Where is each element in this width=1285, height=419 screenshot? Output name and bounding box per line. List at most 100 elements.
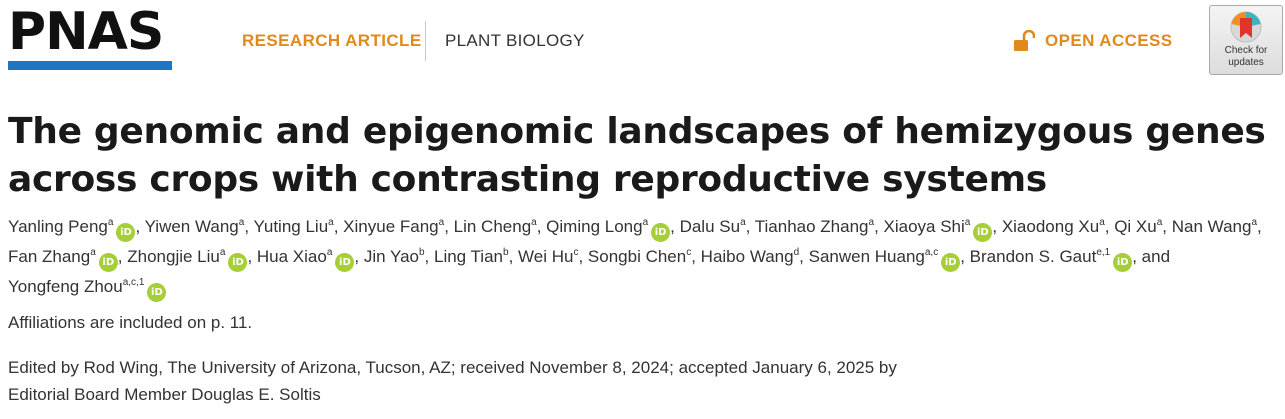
author-item: Yongfeng Zhoua,c,1iD bbox=[8, 277, 167, 302]
author-name[interactable]: Xinyue Fang bbox=[343, 217, 439, 236]
author-separator: , bbox=[1162, 217, 1172, 236]
orcid-icon[interactable]: iD bbox=[116, 223, 136, 242]
author-affiliation-sup: a bbox=[531, 217, 537, 228]
author-name[interactable]: Jin Yao bbox=[363, 247, 419, 266]
edited-line-1: Edited by Rod Wing, The University of Ar… bbox=[8, 358, 897, 377]
author-item: Qi Xua bbox=[1114, 217, 1162, 236]
author-separator: , bbox=[960, 247, 970, 266]
author-affiliation-sup: a bbox=[438, 217, 445, 228]
author-separator: , bbox=[247, 247, 257, 266]
author-separator: , bbox=[424, 247, 434, 266]
author-item: Xinyue Fanga bbox=[343, 217, 444, 236]
author-name[interactable]: Yongfeng Zhou bbox=[8, 277, 123, 296]
author-item: Xiaoya ShiaiD bbox=[883, 217, 993, 242]
orcid-icon[interactable]: iD bbox=[147, 283, 167, 302]
author-name[interactable]: Yiwen Wang bbox=[144, 217, 239, 236]
author-name[interactable]: Xiaodong Xu bbox=[1001, 217, 1100, 236]
orcid-icon[interactable]: iD bbox=[335, 253, 355, 272]
author-affiliation-sup: a bbox=[964, 217, 971, 228]
author-item: Fan ZhangaiD bbox=[8, 247, 118, 272]
article-title: The genomic and epigenomic landscapes of… bbox=[8, 111, 1266, 200]
author-separator: , bbox=[1257, 217, 1262, 236]
author-name[interactable]: Fan Zhang bbox=[8, 247, 91, 266]
author-name[interactable]: Xiaoya Shi bbox=[883, 217, 965, 236]
check-updates-line2: updates bbox=[1228, 57, 1264, 68]
author-name[interactable]: Hua Xiao bbox=[256, 247, 327, 266]
author-affiliation-sup: a bbox=[642, 217, 649, 228]
author-separator: , and bbox=[1132, 247, 1171, 266]
author-separator: , bbox=[444, 217, 454, 236]
author-name[interactable]: Yanling Peng bbox=[8, 217, 108, 236]
orcid-icon[interactable]: iD bbox=[1113, 253, 1133, 272]
author-separator: , bbox=[333, 217, 344, 236]
crossmark-icon bbox=[1230, 11, 1262, 43]
author-affiliation-sup: c bbox=[686, 247, 692, 258]
author-item: Tianhao Zhanga bbox=[755, 217, 874, 236]
author-item: Haibo Wangd bbox=[701, 247, 799, 266]
open-access-label: OPEN ACCESS bbox=[1045, 31, 1173, 50]
author-separator: , bbox=[135, 217, 145, 236]
author-item: Jin Yaob bbox=[364, 247, 425, 266]
author-name[interactable]: Haibo Wang bbox=[700, 247, 794, 266]
author-item: Yiwen Wanga bbox=[145, 217, 245, 236]
author-separator: , bbox=[745, 217, 755, 236]
author-item: Zhongjie LiuaiD bbox=[127, 247, 248, 272]
author-separator: , bbox=[992, 217, 1002, 236]
author-name[interactable]: Ling Tian bbox=[434, 247, 503, 266]
author-affiliation-sup: a bbox=[328, 217, 334, 228]
article-type-label: RESEARCH ARTICLE bbox=[242, 31, 422, 50]
author-name[interactable]: Tianhao Zhang bbox=[754, 217, 869, 236]
author-item: Ling Tianb bbox=[434, 247, 509, 266]
logo-underline-bar bbox=[8, 61, 172, 70]
author-affiliation-sup: e,1 bbox=[1096, 247, 1111, 258]
author-item: Wei Huc bbox=[518, 247, 578, 266]
author-separator: , bbox=[508, 247, 519, 266]
open-lock-icon bbox=[1014, 30, 1035, 51]
orcid-icon[interactable]: iD bbox=[651, 223, 671, 242]
author-item: Yanling PengaiD bbox=[8, 217, 136, 242]
header-divider bbox=[425, 21, 426, 61]
author-affiliation-sup: a bbox=[107, 217, 114, 228]
edited-by-statement: Edited by Rod Wing, The University of Ar… bbox=[8, 354, 1108, 408]
author-affiliation-sup: a bbox=[219, 247, 226, 258]
orcid-icon[interactable]: iD bbox=[973, 223, 993, 242]
author-affiliation-sup: b bbox=[418, 247, 425, 258]
orcid-icon[interactable]: iD bbox=[98, 253, 118, 272]
author-item: Hua XiaoaiD bbox=[256, 247, 355, 272]
author-name[interactable]: Wei Hu bbox=[518, 247, 574, 266]
author-affiliation-sup: a bbox=[1099, 217, 1105, 228]
check-updates-line1: Check for bbox=[1224, 45, 1268, 56]
author-separator: , bbox=[670, 217, 680, 236]
author-separator: , bbox=[874, 217, 884, 236]
author-separator: , bbox=[117, 247, 128, 266]
author-name[interactable]: Nan Wang bbox=[1171, 217, 1252, 236]
orcid-icon[interactable]: iD bbox=[228, 253, 248, 272]
pnas-logo[interactable]: PNAS bbox=[8, 6, 178, 70]
edited-line-2: Editorial Board Member Douglas E. Soltis bbox=[8, 385, 321, 404]
author-name[interactable]: Songbi Chen bbox=[587, 247, 687, 266]
affiliations-note[interactable]: Affiliations are included on p. 11. bbox=[8, 313, 253, 332]
author-name[interactable]: Lin Cheng bbox=[453, 217, 532, 236]
author-affiliation-sup: a bbox=[1156, 217, 1163, 228]
author-name[interactable]: Brandon S. Gaut bbox=[969, 247, 1097, 266]
author-affiliation-sup: a bbox=[326, 247, 333, 258]
author-name[interactable]: Sanwen Huang bbox=[808, 247, 925, 266]
open-access-badge[interactable]: OPEN ACCESS bbox=[1013, 30, 1173, 52]
author-item: Qiming LongaiD bbox=[546, 217, 671, 242]
author-name[interactable]: Yuting Liu bbox=[253, 217, 329, 236]
author-name[interactable]: Qi Xu bbox=[1114, 217, 1157, 236]
author-separator: , bbox=[354, 247, 364, 266]
author-name[interactable]: Dalu Su bbox=[679, 217, 741, 236]
check-for-updates-button[interactable]: Check for updates bbox=[1209, 5, 1283, 75]
author-affiliation-sup: a bbox=[1251, 217, 1257, 228]
author-name[interactable]: Zhongjie Liu bbox=[127, 247, 220, 266]
author-name[interactable]: Qiming Long bbox=[546, 217, 643, 236]
author-separator: , bbox=[1104, 217, 1115, 236]
author-affiliation-sup: a bbox=[740, 217, 746, 228]
orcid-icon[interactable]: iD bbox=[941, 253, 961, 272]
author-item: Yuting Liua bbox=[253, 217, 333, 236]
author-affiliation-sup: a,c,1 bbox=[122, 277, 145, 288]
author-separator: , bbox=[691, 247, 701, 266]
category-label[interactable]: PLANT BIOLOGY bbox=[445, 31, 585, 50]
logo-text: PNAS bbox=[8, 2, 164, 62]
